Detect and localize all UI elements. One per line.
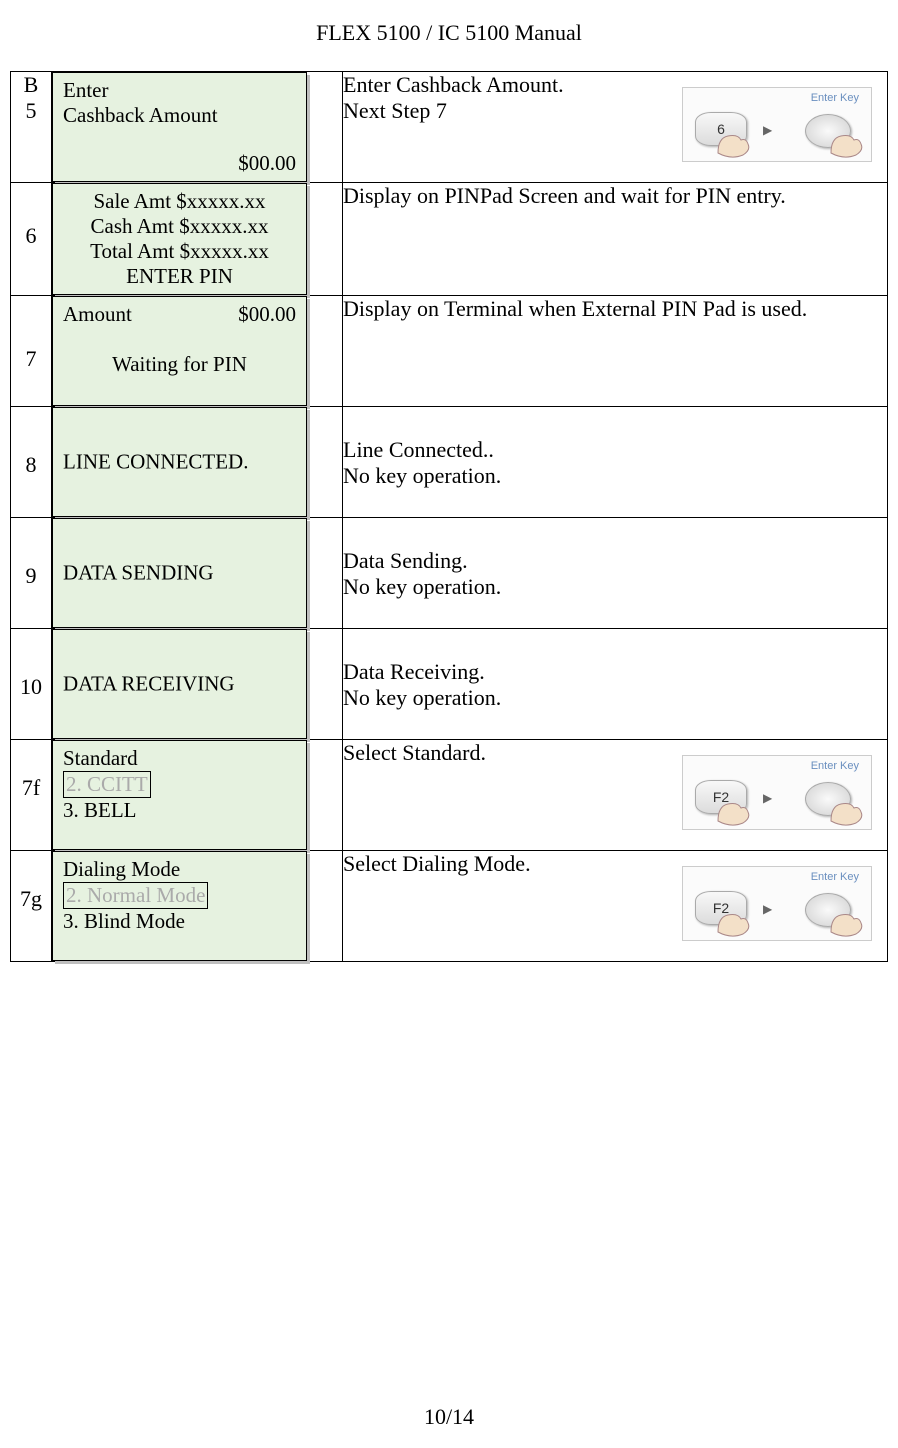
step-id: 7g — [11, 851, 52, 962]
step-id-text: 7f — [11, 775, 51, 801]
page-number: 10/14 — [0, 1404, 898, 1430]
display-line: Enter — [63, 78, 296, 103]
description-line: No key operation. — [343, 685, 887, 711]
function-key-icon: F2 — [695, 780, 747, 814]
terminal-display: LINE CONNECTED. — [52, 407, 307, 517]
finger-icon — [826, 128, 866, 158]
table-row: 7 Amount $00.00 Waiting for PIN Display … — [11, 296, 888, 407]
display-highlighted-option: 2. Normal Mode — [63, 882, 208, 909]
step-display-cell: Standard 2. CCITT 3. BELL — [52, 740, 343, 851]
terminal-display: Enter Cashback Amount $00.00 — [52, 72, 307, 182]
step-description-cell: Data Receiving. No key operation. — [343, 629, 888, 740]
display-line: DATA SENDING — [53, 561, 306, 586]
step-display-cell: Sale Amt $xxxxx.xx Cash Amt $xxxxx.xx To… — [52, 183, 343, 296]
step-id: B 5 — [11, 72, 52, 183]
step-display-cell: Amount $00.00 Waiting for PIN — [52, 296, 343, 407]
number-key-icon: 6 — [695, 112, 747, 146]
step-display-cell: Enter Cashback Amount $00.00 — [52, 72, 343, 183]
display-line: Standard — [63, 746, 296, 771]
key-label: 6 — [717, 121, 725, 137]
terminal-display: Sale Amt $xxxxx.xx Cash Amt $xxxxx.xx To… — [52, 183, 307, 295]
terminal-display: Dialing Mode 2. Normal Mode 3. Blind Mod… — [52, 851, 307, 961]
step-display-cell: Dialing Mode 2. Normal Mode 3. Blind Mod… — [52, 851, 343, 962]
step-description-cell: Line Connected.. No key operation. — [343, 407, 888, 518]
display-amount: $00.00 — [238, 151, 296, 176]
function-key-icon: F2 — [695, 891, 747, 925]
arrow-icon: ▶ — [763, 791, 772, 805]
enter-key-label: Enter Key — [811, 92, 859, 104]
keypress-illustration: Enter Key F2 ▶ — [682, 866, 872, 941]
display-amount-label: Amount — [63, 302, 132, 327]
step-id-text: 9 — [11, 563, 51, 589]
description-line: Data Sending. — [343, 548, 887, 574]
enter-key-label: Enter Key — [811, 871, 859, 883]
step-description-cell: Select Standard. Enter Key F2 ▶ — [343, 740, 888, 851]
step-display-cell: DATA SENDING — [52, 518, 343, 629]
description-line: Display on Terminal when External PIN Pa… — [343, 296, 887, 322]
terminal-display: DATA RECEIVING — [52, 629, 307, 739]
description-line: No key operation. — [343, 463, 887, 489]
display-line: ENTER PIN — [63, 264, 296, 289]
step-description-cell: Select Dialing Mode. Enter Key F2 ▶ — [343, 851, 888, 962]
step-id-text: 7 — [11, 346, 51, 372]
display-line: Dialing Mode — [63, 857, 296, 882]
finger-icon — [826, 907, 866, 937]
display-line: Total Amt $xxxxx.xx — [63, 239, 296, 264]
step-id: 10 — [11, 629, 52, 740]
keypress-illustration: Enter Key F2 ▶ — [682, 755, 872, 830]
step-id-line: 5 — [11, 98, 51, 124]
step-id: 7 — [11, 296, 52, 407]
step-id-text: 8 — [11, 452, 51, 478]
step-description-cell: Display on PINPad Screen and wait for PI… — [343, 183, 888, 296]
step-id-line: B — [11, 72, 51, 98]
table-row: 10 DATA RECEIVING Data Receiving. No key… — [11, 629, 888, 740]
table-row: 7g Dialing Mode 2. Normal Mode 3. Blind … — [11, 851, 888, 962]
display-line: Cashback Amount — [63, 103, 296, 128]
step-id: 6 — [11, 183, 52, 296]
step-description-cell: Data Sending. No key operation. — [343, 518, 888, 629]
table-row: 9 DATA SENDING Data Sending. No key oper… — [11, 518, 888, 629]
description-line: No key operation. — [343, 574, 887, 600]
description-line: Data Receiving. — [343, 659, 887, 685]
manual-steps-table: B 5 Enter Cashback Amount $00.00 Enter C… — [10, 71, 888, 962]
step-display-cell: LINE CONNECTED. — [52, 407, 343, 518]
step-id: 7f — [11, 740, 52, 851]
keypress-illustration: Enter Key 6 ▶ — [682, 87, 872, 162]
arrow-icon: ▶ — [763, 123, 772, 137]
step-description-cell: Display on Terminal when External PIN Pa… — [343, 296, 888, 407]
finger-icon — [826, 796, 866, 826]
display-line: Sale Amt $xxxxx.xx — [63, 189, 296, 214]
description-line: Line Connected.. — [343, 437, 887, 463]
key-label: F2 — [713, 900, 729, 916]
enter-key-label: Enter Key — [811, 760, 859, 772]
description-line: Display on PINPad Screen and wait for PI… — [343, 183, 887, 209]
step-id: 9 — [11, 518, 52, 629]
terminal-display: Standard 2. CCITT 3. BELL — [52, 740, 307, 850]
table-row: 7f Standard 2. CCITT 3. BELL Select Stan… — [11, 740, 888, 851]
display-line: LINE CONNECTED. — [53, 450, 306, 475]
step-id-text: 6 — [11, 223, 51, 249]
table-row: B 5 Enter Cashback Amount $00.00 Enter C… — [11, 72, 888, 183]
key-label: F2 — [713, 789, 729, 805]
document-title: FLEX 5100 / IC 5100 Manual — [10, 20, 888, 46]
terminal-display: Amount $00.00 Waiting for PIN — [52, 296, 307, 406]
display-highlighted-option: 2. CCITT — [63, 771, 151, 798]
display-line: DATA RECEIVING — [53, 672, 306, 697]
terminal-display: DATA SENDING — [52, 518, 307, 628]
display-line: Cash Amt $xxxxx.xx — [63, 214, 296, 239]
step-id-text: 7g — [11, 886, 51, 912]
step-id: 8 — [11, 407, 52, 518]
display-amount-value: $00.00 — [238, 302, 296, 327]
arrow-icon: ▶ — [763, 902, 772, 916]
table-row: 6 Sale Amt $xxxxx.xx Cash Amt $xxxxx.xx … — [11, 183, 888, 296]
display-line: 3. Blind Mode — [63, 909, 296, 934]
display-line: Waiting for PIN — [63, 352, 296, 377]
table-row: 8 LINE CONNECTED. Line Connected.. No ke… — [11, 407, 888, 518]
step-display-cell: DATA RECEIVING — [52, 629, 343, 740]
step-description-cell: Enter Cashback Amount. Next Step 7 Enter… — [343, 72, 888, 183]
step-id-text: 10 — [11, 674, 51, 700]
display-line: 3. BELL — [63, 798, 296, 823]
